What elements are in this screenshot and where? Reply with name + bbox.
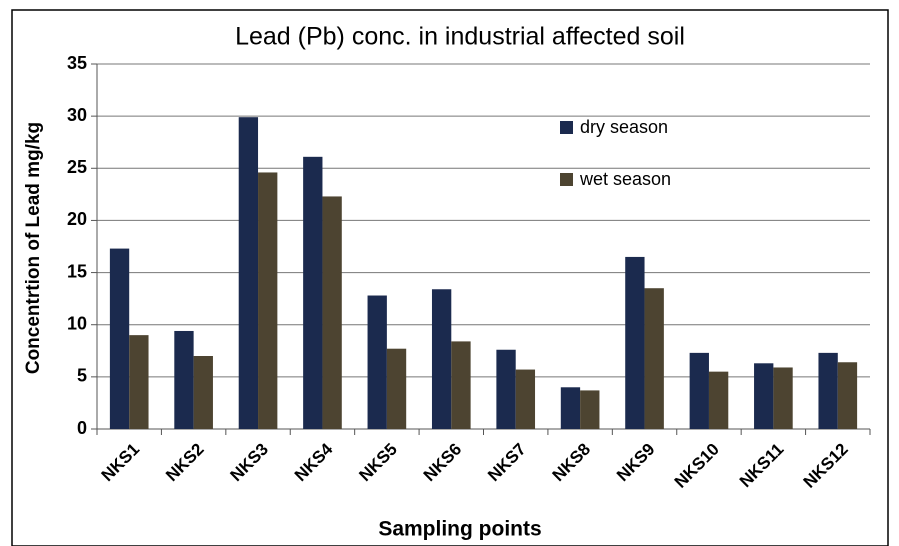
bar <box>496 349 516 429</box>
y-tick-label: 30 <box>67 105 87 125</box>
x-axis-title: Sampling points <box>378 518 541 541</box>
bar <box>193 356 213 429</box>
bar <box>451 341 471 429</box>
y-tick-label: 0 <box>77 418 87 438</box>
bar <box>431 289 452 429</box>
bar <box>238 117 259 429</box>
y-tick-label: 20 <box>67 209 87 229</box>
bar <box>773 367 793 429</box>
y-axis-title: Concentrtion of Lead mg/kg <box>23 122 44 374</box>
bar <box>109 248 130 429</box>
y-tick-label: 15 <box>67 261 87 281</box>
bar <box>129 335 149 429</box>
bar <box>689 352 709 429</box>
y-tick-label: 25 <box>67 157 87 177</box>
legend-label: dry season <box>580 117 668 137</box>
bar <box>818 352 838 429</box>
legend-swatch <box>560 173 573 186</box>
bar <box>754 363 774 429</box>
bar <box>837 362 858 429</box>
bar <box>322 196 342 429</box>
bar <box>708 371 729 429</box>
bar <box>560 387 581 429</box>
bar <box>367 295 387 429</box>
bar <box>258 172 278 429</box>
bar <box>580 390 600 429</box>
y-tick-label: 35 <box>67 53 87 73</box>
bar <box>625 256 645 429</box>
y-tick-label: 10 <box>67 313 87 333</box>
bar <box>174 330 194 429</box>
bar <box>303 156 323 430</box>
legend-swatch <box>560 121 573 134</box>
chart-title: Lead (Pb) conc. in industrial affected s… <box>235 23 685 51</box>
legend-label: wet season <box>579 169 671 189</box>
bar <box>386 348 407 429</box>
bar <box>515 369 536 429</box>
y-tick-label: 5 <box>77 366 87 386</box>
bar <box>644 288 664 429</box>
chart-frame <box>11 9 889 546</box>
